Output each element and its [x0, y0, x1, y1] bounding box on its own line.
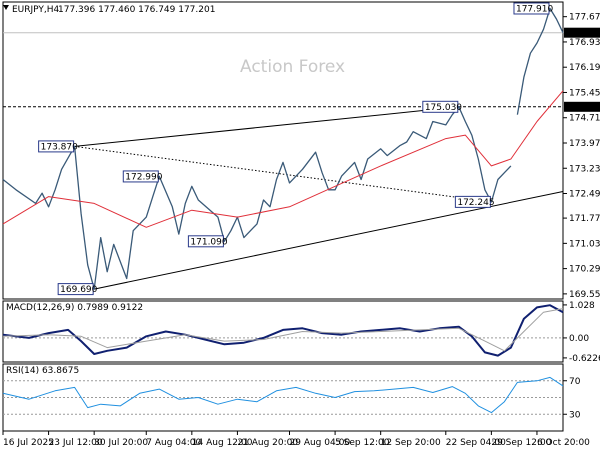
trendline-solid: [74, 106, 459, 147]
price-ytick-label: 173.970: [569, 139, 600, 149]
macd-title: MACD(12,26,9) 0.7989 0.9122: [6, 303, 143, 313]
header-symbol: EURJPY,H4: [12, 5, 60, 15]
rsi-panel: RSI(14) 63.8675 70 30: [2, 363, 581, 432]
x-tick-label: 29 Aug 04:00: [290, 438, 351, 448]
price-label-text: 172.990: [125, 172, 162, 182]
price-ytick-label: 176.190: [569, 63, 600, 73]
macd-panel: MACD(12,26,9) 0.7989 0.9122 1.028 0.00 -0.6…: [2, 300, 600, 364]
x-tick-label: 12 Sep 20:00: [381, 438, 441, 448]
price-label-text: 177.910: [516, 4, 553, 14]
trendline-dotted: [74, 145, 492, 203]
price-label-text: 169.690: [60, 285, 97, 295]
header-arrow-icon: [3, 5, 9, 10]
price-label-box: [513, 2, 550, 15]
price-label-box: [422, 100, 459, 113]
price-series-line: [2, 106, 512, 290]
macd-ytick-label: -0.6226: [569, 354, 600, 364]
price-ytick-label: 171.770: [569, 214, 600, 224]
x-tick-label: 14 Aug 12:00: [192, 438, 253, 448]
resistance-price-tag-label: 175.030: [566, 103, 600, 113]
macd-ytick-label: 1.028: [569, 301, 595, 311]
macd-series-line: [2, 304, 564, 357]
x-tick-label: 23 Jul 12:00: [49, 438, 103, 448]
moving-average-series-line: [2, 90, 564, 228]
x-tick-label: 21 Aug 20:00: [237, 438, 298, 448]
price-label-text: 175.030: [425, 103, 462, 113]
signal-series-line: [2, 308, 564, 352]
current-price-tag: [564, 27, 600, 38]
macd-frame: [2, 300, 564, 363]
rsi-ytick-label: 30: [569, 410, 581, 420]
x-tick-label: 6 Oct 20:00: [537, 438, 590, 448]
rsi-series-line: [2, 376, 564, 414]
x-tick-label: 30 Jul 20:00: [94, 438, 148, 448]
price-series-line: [516, 7, 564, 115]
price-label-box: [57, 283, 94, 296]
price-ytick-label: 174.710: [569, 114, 600, 124]
price-label-text: 171.090: [190, 237, 227, 247]
x-tick-label: 22 Sep 04:00: [446, 438, 506, 448]
price-panel: 177.670 176.930 176.190 175.450 174.710 173.9…: [2, 1, 600, 300]
rsi-title: RSI(14) 63.8675: [6, 366, 79, 376]
price-ytick-label: 176.930: [569, 38, 600, 48]
resistance-price-tag: [564, 101, 600, 112]
price-ytick-label: 172.490: [569, 190, 600, 200]
watermark: Action Forex: [240, 57, 345, 77]
price-ytick-label: 169.550: [569, 290, 600, 300]
price-label-box: [122, 170, 159, 183]
x-tick-label: 7 Aug 04:00: [146, 438, 201, 448]
price-label-text: 172.245: [457, 198, 494, 208]
price-ytick-label: 170.290: [569, 265, 600, 275]
header-ohlc: 177.396 177.460 176.749 177.201: [58, 5, 215, 15]
price-frame: [2, 1, 564, 300]
price-label-box: [38, 140, 75, 153]
price-ytick-label: 171.030: [569, 239, 600, 249]
rsi-ytick-label: 70: [569, 377, 581, 387]
price-ytick-label: 177.670: [569, 13, 600, 23]
current-price-tag-label: 177.201: [566, 29, 600, 39]
x-tick-label: 5 Sep 12:00: [335, 438, 390, 448]
x-tick-label: 29 Sep 12:00: [491, 438, 551, 448]
price-ytick-label: 173.230: [569, 164, 600, 174]
x-tick-label: 16 Jul 2025: [3, 438, 54, 448]
price-ytick-label: 175.450: [569, 88, 600, 98]
price-label-text: 173.870: [41, 142, 78, 152]
price-label-box: [454, 195, 491, 208]
price-label-box: [187, 235, 224, 248]
panels: 177.670 176.930 176.190 175.450 174.710 173.9…: [2, 1, 600, 432]
macd-ytick-label: 0.00: [569, 334, 589, 344]
